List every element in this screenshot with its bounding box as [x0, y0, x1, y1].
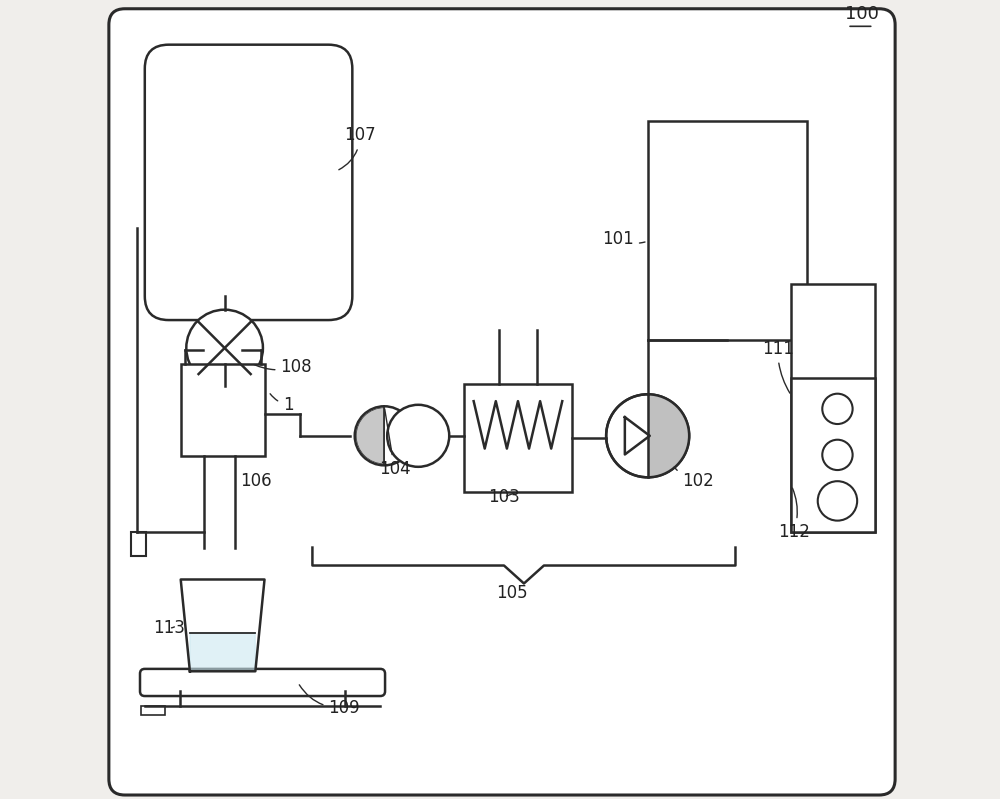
Wedge shape — [648, 394, 689, 477]
Bar — [141, 706, 165, 715]
Bar — [131, 531, 146, 555]
Text: 101: 101 — [602, 230, 645, 248]
Circle shape — [387, 405, 449, 467]
Text: 109: 109 — [299, 685, 360, 717]
Text: 108: 108 — [254, 358, 312, 376]
Text: 112: 112 — [778, 488, 810, 541]
Text: 106: 106 — [241, 472, 272, 490]
Bar — [464, 384, 572, 491]
FancyBboxPatch shape — [109, 9, 895, 795]
Circle shape — [355, 406, 414, 465]
Text: 111: 111 — [762, 340, 794, 393]
FancyBboxPatch shape — [140, 669, 385, 696]
Text: 102: 102 — [674, 467, 714, 490]
Polygon shape — [190, 633, 255, 671]
Text: 104: 104 — [379, 409, 410, 478]
Text: 107: 107 — [339, 126, 376, 169]
Bar — [648, 121, 807, 340]
Text: 113: 113 — [153, 619, 185, 637]
Text: 1: 1 — [270, 394, 294, 414]
Circle shape — [818, 481, 857, 521]
Text: 105: 105 — [496, 584, 528, 602]
Circle shape — [822, 394, 853, 424]
Bar — [791, 378, 875, 531]
Bar — [181, 364, 265, 455]
Text: 100: 100 — [845, 5, 879, 23]
Wedge shape — [356, 407, 384, 464]
Text: 103: 103 — [488, 488, 520, 506]
FancyBboxPatch shape — [145, 45, 352, 320]
Circle shape — [186, 310, 263, 387]
Circle shape — [606, 394, 689, 477]
Circle shape — [822, 439, 853, 470]
Bar — [791, 284, 875, 531]
